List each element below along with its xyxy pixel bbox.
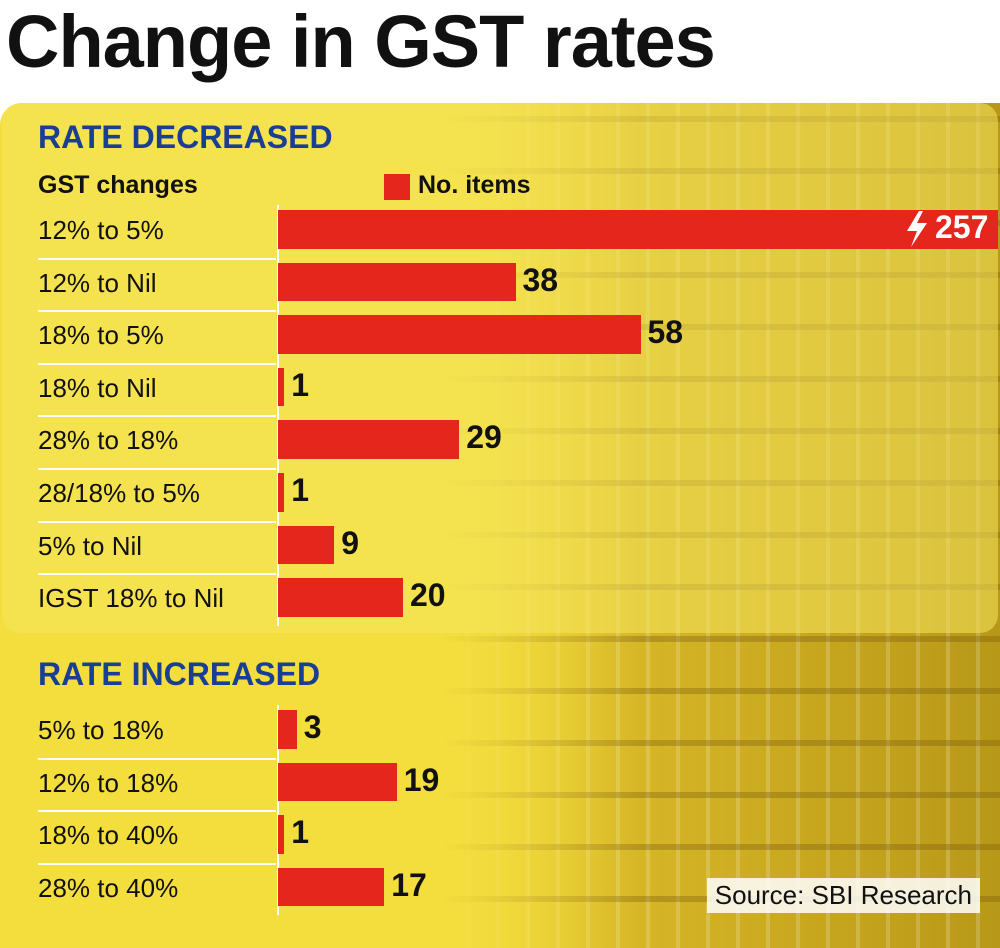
source-note: Source: SBI Research bbox=[706, 878, 980, 913]
category-label: 18% to 5% bbox=[38, 320, 164, 351]
data-label: 58 bbox=[647, 314, 684, 351]
chart-panel: RATE DECREASED GST changes No. items RAT… bbox=[0, 103, 1000, 948]
row-separator bbox=[38, 257, 276, 260]
category-label: 5% to 18% bbox=[38, 715, 164, 745]
bar bbox=[278, 867, 385, 907]
row-separator bbox=[38, 573, 276, 576]
data-label: 1 bbox=[291, 472, 310, 508]
data-label: 257 bbox=[935, 209, 989, 245]
increased-header: RATE INCREASED bbox=[38, 656, 321, 692]
row-separator bbox=[38, 520, 276, 523]
data-label: 1 bbox=[291, 366, 310, 403]
decreased-section bbox=[2, 103, 998, 633]
y-axis-line bbox=[277, 205, 279, 626]
bar bbox=[278, 525, 335, 565]
row-separator bbox=[38, 415, 276, 418]
category-label: IGST 18% to Nil bbox=[38, 583, 224, 614]
category-label: 12% to 5% bbox=[38, 215, 164, 245]
bar bbox=[278, 262, 516, 302]
data-label: 3 bbox=[303, 709, 322, 745]
bar bbox=[278, 710, 297, 749]
category-label: 12% to 18% bbox=[38, 767, 179, 798]
row-separator bbox=[38, 862, 276, 865]
data-label: 29 bbox=[466, 419, 502, 456]
y-axis-line bbox=[277, 705, 279, 916]
category-label: 5% to Nil bbox=[38, 530, 143, 561]
data-label: 9 bbox=[341, 524, 360, 561]
bar bbox=[278, 815, 285, 854]
data-label: 20 bbox=[410, 577, 446, 614]
row-separator bbox=[38, 810, 276, 813]
bar bbox=[278, 367, 285, 407]
axis-break-icon bbox=[907, 211, 927, 247]
category-label: 12% to Nil bbox=[38, 267, 157, 298]
bar bbox=[278, 210, 998, 249]
category-label: 28% to 18% bbox=[38, 425, 179, 456]
bar bbox=[278, 473, 285, 512]
row-separator bbox=[38, 310, 276, 313]
bar bbox=[278, 315, 641, 354]
data-label: 17 bbox=[391, 866, 427, 903]
category-label: 18% to 40% bbox=[38, 820, 179, 851]
decreased-header: RATE DECREASED bbox=[38, 119, 333, 155]
category-label: 28/18% to 5% bbox=[38, 478, 200, 508]
legend-label: No. items bbox=[418, 171, 531, 199]
chart-title: Change in GST rates bbox=[6, 0, 716, 83]
row-separator bbox=[38, 362, 276, 365]
data-label: 19 bbox=[403, 761, 440, 798]
category-label: 18% to Nil bbox=[38, 372, 157, 403]
row-separator bbox=[38, 757, 276, 760]
legend-swatch bbox=[384, 174, 410, 200]
data-label: 38 bbox=[522, 261, 559, 298]
bar bbox=[278, 578, 403, 617]
row-separator bbox=[38, 468, 276, 470]
bar bbox=[278, 762, 397, 802]
column-header: GST changes bbox=[38, 171, 198, 199]
category-label: 28% to 40% bbox=[38, 872, 179, 903]
data-label: 1 bbox=[291, 814, 310, 851]
bar bbox=[278, 420, 460, 459]
